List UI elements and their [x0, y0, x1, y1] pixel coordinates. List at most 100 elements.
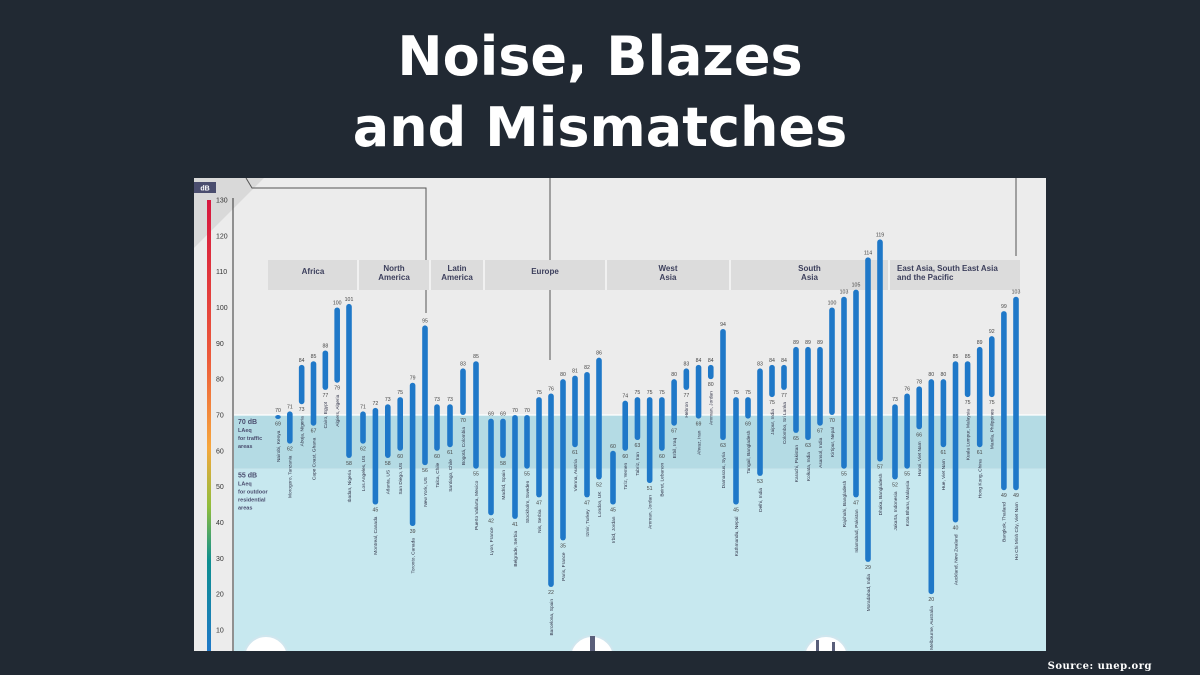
min-value-label: 56 [422, 468, 428, 474]
range-bar [976, 346, 983, 448]
y-tick-label: 20 [216, 592, 224, 599]
range-bar [473, 361, 479, 469]
max-value-label: 72 [373, 401, 379, 407]
max-value-label: 70 [275, 408, 281, 414]
max-value-label: 69 [500, 412, 506, 418]
min-value-label: 61 [572, 450, 578, 456]
range-bar [346, 303, 352, 458]
unit-label-bg [194, 182, 216, 193]
range-bar [275, 414, 281, 419]
city-name-label: Jakarta, Indonesia [893, 491, 899, 531]
min-value-label: 47 [536, 500, 542, 506]
min-value-label: 63 [720, 443, 726, 449]
range-bar [683, 368, 690, 390]
slide-title-line-2: and Mismatches [352, 96, 848, 159]
range-bar [745, 397, 751, 419]
y-tick-label: 100 [216, 305, 228, 312]
max-value-label: 85 [473, 354, 479, 360]
region-name: West [659, 264, 678, 273]
min-value-label: 61 [447, 450, 453, 456]
min-value-label: 45 [610, 508, 616, 514]
city-name-label: Hue, Viet Nam [941, 459, 947, 490]
city-name-label: Hong Kong, China [978, 459, 984, 499]
range-bar [904, 393, 910, 469]
max-value-label: 105 [852, 283, 861, 289]
city-name-label: Hanoi, Viet Nam [917, 441, 923, 476]
range-bar [989, 336, 995, 398]
min-value-label: 62 [287, 447, 293, 453]
city-name-label: Montreal, Canada [373, 516, 379, 554]
max-value-label: 83 [757, 361, 763, 367]
min-value-label: 80 [708, 382, 714, 388]
max-value-label: 73 [447, 397, 453, 403]
min-value-label: 61 [941, 450, 947, 456]
range-bar [659, 397, 665, 451]
min-value-label: 67 [671, 429, 677, 435]
city-name-label: New York, US [423, 477, 429, 507]
city-name-label: Atlanta, US [386, 470, 392, 494]
min-value-label: 39 [410, 529, 416, 535]
city-name-label: Lyon, France [489, 527, 495, 555]
range-bar [560, 379, 566, 541]
min-value-label: 40 [953, 525, 959, 531]
max-value-label: 73 [892, 397, 898, 403]
y-tick-label: 40 [216, 520, 224, 527]
city-emblem-tower [832, 642, 835, 651]
scale-bar [207, 200, 211, 651]
corner-shape [194, 178, 264, 248]
leader-line-left [245, 178, 427, 313]
city-name-label: Izmir, Turkey [585, 509, 591, 537]
max-value-label: 73 [434, 397, 440, 403]
range-bar [817, 346, 823, 426]
min-value-label: 69 [745, 422, 751, 428]
min-value-label: 67 [817, 429, 823, 435]
city-name-label: Kolkata, India [806, 452, 812, 481]
city-name-label: Talca, Chile [435, 462, 441, 487]
max-value-label: 80 [560, 372, 566, 378]
max-value-label: 88 [322, 343, 328, 349]
range-bar [434, 404, 440, 451]
region-name: North [383, 264, 404, 273]
min-value-label: 67 [311, 429, 317, 435]
noise-chart: dB 10 20 30 40 50 60 70 80 90 100 110 120 130 70 dB LAe… [194, 178, 1046, 651]
min-value-label: 45 [373, 508, 379, 514]
y-tick-label: 50 [216, 484, 224, 491]
city-name-label: London, UK [597, 491, 603, 517]
city-name-label: Vienna, Austria [573, 459, 579, 492]
city-name-label: Tabriz, Iran [635, 452, 641, 476]
range-bar [695, 364, 702, 419]
city-name-label: Madrid, Spain [501, 470, 507, 500]
max-value-label: 80 [941, 372, 947, 378]
range-bar [829, 307, 835, 415]
traffic-guideline-label-line: for traffic [238, 436, 262, 442]
max-value-label: 84 [781, 358, 787, 364]
max-value-label: 92 [989, 329, 995, 335]
region-name: South [798, 264, 821, 273]
min-value-label: 42 [488, 518, 494, 524]
max-value-label: 75 [397, 390, 403, 396]
region-name: Asia [801, 273, 818, 282]
range-bar [757, 368, 763, 476]
city-name-label: Algiers, Algeria [335, 394, 341, 426]
y-tick-label: 90 [216, 341, 224, 348]
max-value-label: 80 [928, 372, 934, 378]
traffic-guideline-label-line: 70 dB [238, 419, 257, 426]
city-name-label: Barcelona, Spain [549, 599, 555, 636]
max-value-label: 89 [817, 340, 823, 346]
min-value-label: 77 [322, 393, 328, 399]
max-value-label: 85 [311, 354, 317, 360]
city-emblem-tower [816, 640, 819, 651]
range-bar [524, 414, 530, 469]
max-value-label: 84 [708, 358, 714, 364]
range-bar [572, 375, 578, 448]
range-bar [841, 296, 847, 469]
range-bar [460, 368, 466, 415]
min-value-label: 61 [977, 450, 983, 456]
city-emblem [244, 635, 288, 651]
range-bar [287, 411, 293, 444]
max-value-label: 114 [864, 250, 872, 256]
residential-guideline-label-line: for outdoor [238, 490, 268, 496]
y-tick-label: 60 [216, 448, 224, 455]
city-name-label: Irbid, Jordan [611, 516, 617, 543]
city-name-label: Delhi, India [758, 488, 764, 512]
